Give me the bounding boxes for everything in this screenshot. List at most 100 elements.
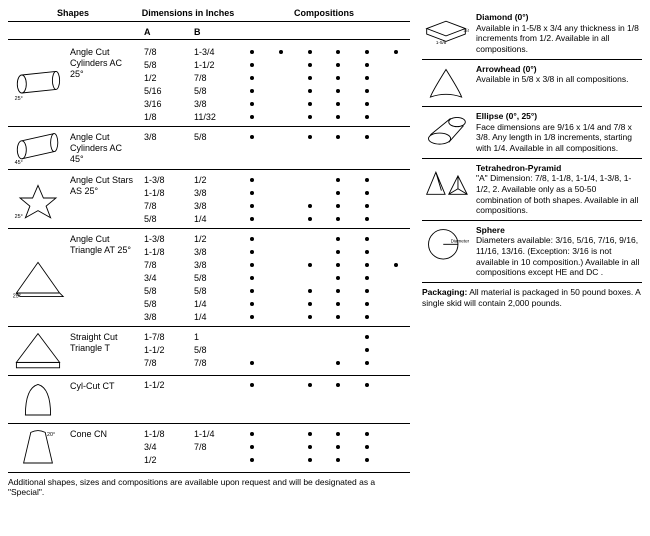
shape-block: 20°Cone CN1-1/81-1/43/47/81/2 — [8, 424, 410, 472]
dimension-row: 1-1/83/8 — [138, 186, 410, 199]
composition-dot — [394, 263, 398, 267]
composition-dots — [238, 458, 410, 462]
composition-dot — [250, 217, 254, 221]
dim-a: 1-1/2 — [138, 345, 188, 355]
composition-dots — [238, 335, 410, 339]
dim-b: 5/8 — [188, 345, 238, 355]
composition-dot — [308, 217, 312, 221]
composition-dot — [279, 458, 283, 462]
composition-dot — [250, 115, 254, 119]
header-dimensions: Dimensions in Inches — [138, 8, 238, 18]
composition-dot — [394, 445, 398, 449]
description-body: Available in 1-5/8 x 3/4 any thickness i… — [476, 23, 639, 54]
composition-dots — [238, 204, 410, 208]
composition-dot — [394, 204, 398, 208]
dim-a: 3/16 — [138, 99, 188, 109]
shape-icon: 25° — [8, 173, 68, 225]
shape-name: Straight Cut Triangle T — [68, 330, 138, 371]
composition-dot — [308, 458, 312, 462]
composition-dot — [365, 237, 369, 241]
composition-dots — [238, 361, 410, 365]
dim-a: 7/8 — [138, 201, 188, 211]
composition-dots — [238, 250, 410, 254]
description-item: Tetrahedron-Pyramid"A" Dimension: 7/8, 1… — [422, 159, 642, 221]
description-body: Available in 5/8 x 3/8 in all compositio… — [476, 74, 628, 84]
dimension-row: 3/47/8 — [138, 440, 410, 453]
dim-b: 7/8 — [188, 442, 238, 452]
composition-dot — [394, 315, 398, 319]
svg-text:Diameter: Diameter — [451, 238, 469, 243]
composition-dot — [308, 50, 312, 54]
composition-dot — [365, 178, 369, 182]
composition-dot — [308, 250, 312, 254]
composition-dot — [250, 445, 254, 449]
shape-icon: 45° — [8, 130, 68, 166]
footnote: Additional shapes, sizes and composition… — [8, 477, 410, 498]
description-item: 1-5/83/4Diamond (0°)Available in 1-5/8 x… — [422, 8, 642, 60]
svg-text:20°: 20° — [47, 432, 55, 438]
dimension-row: 1-3/81/2 — [138, 173, 410, 186]
dimension-row: 3/85/8 — [138, 130, 410, 143]
composition-dot — [250, 178, 254, 182]
dim-b: 3/8 — [188, 260, 238, 270]
composition-dots — [238, 432, 410, 436]
composition-dot — [365, 458, 369, 462]
dimension-row: 5/81/4 — [138, 297, 410, 310]
composition-dots — [238, 135, 410, 139]
composition-dot — [365, 315, 369, 319]
composition-dot — [308, 102, 312, 106]
composition-dot — [308, 276, 312, 280]
composition-dot — [308, 348, 312, 352]
dim-b: 1/2 — [188, 234, 238, 244]
dim-subheader: A B — [8, 25, 410, 40]
composition-dot — [250, 276, 254, 280]
dim-b: 1-1/4 — [188, 429, 238, 439]
composition-dot — [394, 76, 398, 80]
svg-text:1-5/8: 1-5/8 — [436, 40, 447, 45]
dim-a: 3/8 — [138, 132, 188, 142]
composition-dot — [365, 361, 369, 365]
dimension-rows: 3/85/8 — [138, 130, 410, 166]
composition-dot — [250, 102, 254, 106]
composition-dot — [308, 302, 312, 306]
composition-dot — [250, 263, 254, 267]
composition-dot — [308, 89, 312, 93]
composition-dot — [365, 302, 369, 306]
composition-dots — [238, 191, 410, 195]
composition-dot — [250, 361, 254, 365]
description-icon: 1-5/83/4 — [422, 12, 470, 55]
dimension-row: 5/81-1/2 — [138, 58, 410, 71]
description-body: Face dimensions are 9/16 x 1/4 and 7/8 x… — [476, 122, 632, 153]
description-text: Diamond (0°)Available in 1-5/8 x 3/4 any… — [476, 12, 642, 55]
dim-b: 7/8 — [188, 73, 238, 83]
composition-dot — [394, 361, 398, 365]
composition-dots — [238, 289, 410, 293]
composition-dot — [279, 276, 283, 280]
composition-dot — [308, 191, 312, 195]
composition-dot — [250, 76, 254, 80]
shape-icon — [8, 330, 68, 371]
shape-descriptions: 1-5/83/4Diamond (0°)Available in 1-5/8 x… — [422, 8, 642, 498]
description-icon — [422, 111, 470, 154]
composition-dots — [238, 63, 410, 67]
composition-dot — [365, 115, 369, 119]
composition-dot — [336, 204, 340, 208]
dim-a: 3/4 — [138, 442, 188, 452]
composition-dot — [365, 76, 369, 80]
dimension-row: 5/165/8 — [138, 84, 410, 97]
composition-dot — [308, 263, 312, 267]
dimension-row: 7/83/8 — [138, 258, 410, 271]
svg-text:45°: 45° — [15, 160, 23, 166]
col-a-label: A — [138, 27, 188, 37]
composition-dot — [250, 458, 254, 462]
shape-icon: 25° — [8, 232, 68, 323]
dim-a: 1/2 — [138, 73, 188, 83]
dimension-row: 3/163/8 — [138, 97, 410, 110]
composition-dot — [336, 76, 340, 80]
dimension-rows: 1-1/81-1/43/47/81/2 — [138, 427, 410, 468]
dimension-row: 1-1/2 — [138, 379, 410, 392]
description-body: "A" Dimension: 7/8, 1-1/8, 1-1/4, 1-3/8,… — [476, 173, 638, 215]
composition-dot — [250, 335, 254, 339]
composition-dot — [336, 263, 340, 267]
dimension-row: 7/83/8 — [138, 199, 410, 212]
